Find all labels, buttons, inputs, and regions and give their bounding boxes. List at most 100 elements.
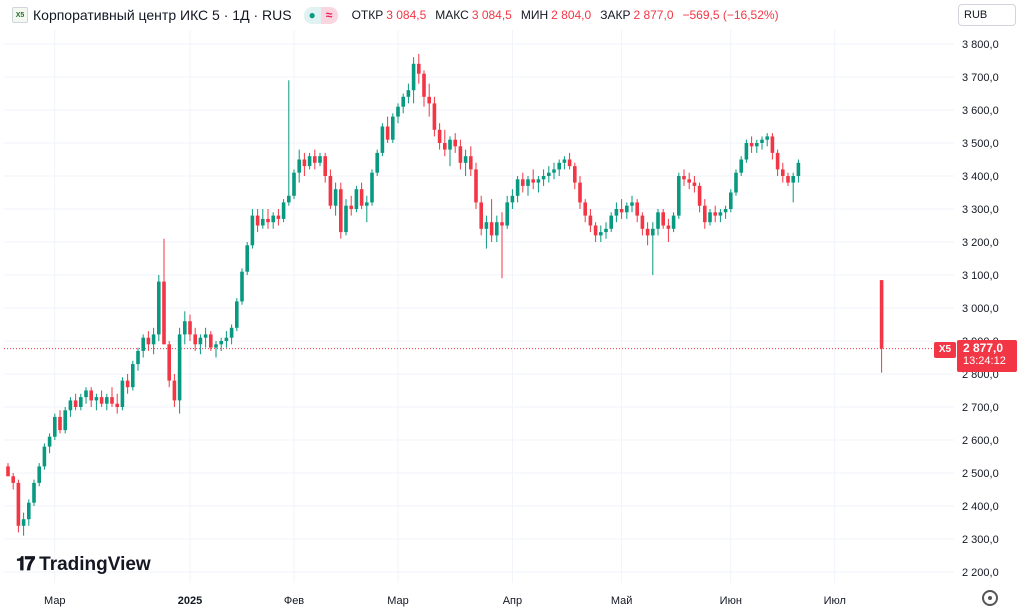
candle-body	[786, 176, 790, 183]
candle-body	[240, 271, 244, 302]
candle-body	[453, 139, 457, 147]
ohlc-close-label: ЗАКР	[600, 8, 631, 22]
candle-body	[770, 136, 775, 153]
candle-body	[354, 189, 359, 209]
ohlc-high-label: МАКС	[435, 8, 469, 22]
status-pill[interactable]: ● ≈	[303, 6, 338, 24]
candle-body	[79, 397, 83, 407]
candle-body	[666, 225, 671, 229]
candle-body	[723, 209, 728, 213]
candle-body	[385, 126, 390, 140]
candle-body	[510, 195, 515, 203]
candle-body	[224, 337, 229, 341]
ohlc-change-value: −569,5 (−16,52%)	[682, 8, 779, 22]
y-tick-label: 3 000,0	[962, 303, 999, 315]
y-tick-label: 3 700,0	[962, 72, 999, 84]
candle-body	[32, 482, 36, 503]
ohlc-low-value: 2 804,0	[551, 8, 592, 22]
candle-body	[645, 228, 650, 236]
currency-selector[interactable]: RUB	[958, 4, 1016, 26]
candle-body	[292, 172, 296, 196]
candle-body	[328, 176, 333, 206]
candle-body	[505, 202, 509, 226]
symbol-title[interactable]: Корпоративный центр ИКС 5 · 1Д · RUS	[33, 7, 292, 23]
candle-body	[235, 301, 239, 328]
candle-body	[307, 156, 312, 167]
x-tick-label: Мар	[387, 595, 409, 607]
candle-body	[755, 143, 759, 147]
candle-body	[16, 482, 21, 526]
y-tick-label: 3 500,0	[962, 138, 999, 150]
candle-body	[656, 212, 660, 229]
y-tick-label: 2 600,0	[962, 435, 999, 447]
candle-body	[547, 172, 551, 176]
candle-body	[734, 172, 738, 193]
ohlc-open-value: 3 084,5	[386, 8, 427, 22]
candle-body	[68, 400, 73, 411]
candle-body	[417, 63, 421, 74]
candle-body	[682, 176, 686, 180]
candle-body	[713, 212, 717, 216]
candle-body	[619, 209, 624, 213]
candle-body	[177, 334, 182, 401]
candle-body	[536, 179, 541, 183]
candle-body	[27, 502, 31, 520]
y-tick-label: 3 800,0	[962, 39, 999, 51]
x-tick-label: Мар	[44, 595, 66, 607]
candle-body	[749, 143, 754, 147]
candle-body	[443, 143, 447, 150]
candle-body	[651, 228, 655, 236]
candle-body	[209, 334, 213, 348]
candle-body	[687, 179, 691, 183]
candle-body	[781, 169, 785, 176]
candle-body	[162, 281, 166, 345]
candle-body	[541, 176, 546, 180]
tradingview-wordmark: TradingView	[39, 554, 151, 575]
candle-body	[599, 232, 603, 236]
candle-body	[583, 202, 587, 216]
y-tick-label: 3 400,0	[962, 171, 999, 183]
approx-icon: ≈	[320, 6, 338, 24]
y-tick-label: 3 300,0	[962, 204, 999, 216]
candle-body	[203, 334, 208, 338]
candle-body	[489, 222, 494, 236]
candle-body	[593, 225, 598, 236]
candle-body	[297, 159, 301, 173]
candle-body	[255, 215, 260, 226]
candle-body	[521, 179, 525, 186]
candle-body	[552, 169, 556, 173]
candle-body	[531, 179, 535, 183]
y-tick-label: 2 300,0	[962, 534, 999, 546]
candle-body	[11, 476, 15, 483]
candle-body	[89, 390, 93, 401]
candle-body	[53, 416, 57, 437]
candle-body	[370, 172, 374, 203]
candle-body	[469, 156, 473, 170]
candle-body	[500, 222, 504, 226]
candle-body	[515, 179, 520, 196]
candle-body	[495, 222, 499, 236]
candle-body	[183, 321, 187, 335]
candle-body	[526, 179, 530, 186]
candle-body	[437, 129, 442, 143]
candle-body	[313, 156, 317, 163]
x-tick-label: Фев	[284, 595, 304, 607]
tradingview-logo[interactable]: 𝟏𝟕 TradingView	[16, 554, 151, 576]
candle-body	[167, 344, 171, 381]
settings-gear-icon[interactable]	[982, 590, 998, 606]
candle-body	[99, 397, 104, 404]
candle-body	[677, 176, 681, 216]
candle-body	[411, 63, 416, 91]
candle-body	[567, 159, 572, 167]
candle-body	[791, 176, 795, 183]
candle-body	[188, 321, 192, 335]
candle-body	[661, 212, 665, 226]
candle-body	[703, 205, 707, 223]
candle-body	[198, 337, 203, 345]
x-tick-label: Апр	[503, 595, 522, 607]
candle-body	[380, 126, 385, 153]
candle-body	[609, 215, 613, 229]
candle-body	[427, 96, 431, 104]
candle-body	[635, 202, 639, 216]
